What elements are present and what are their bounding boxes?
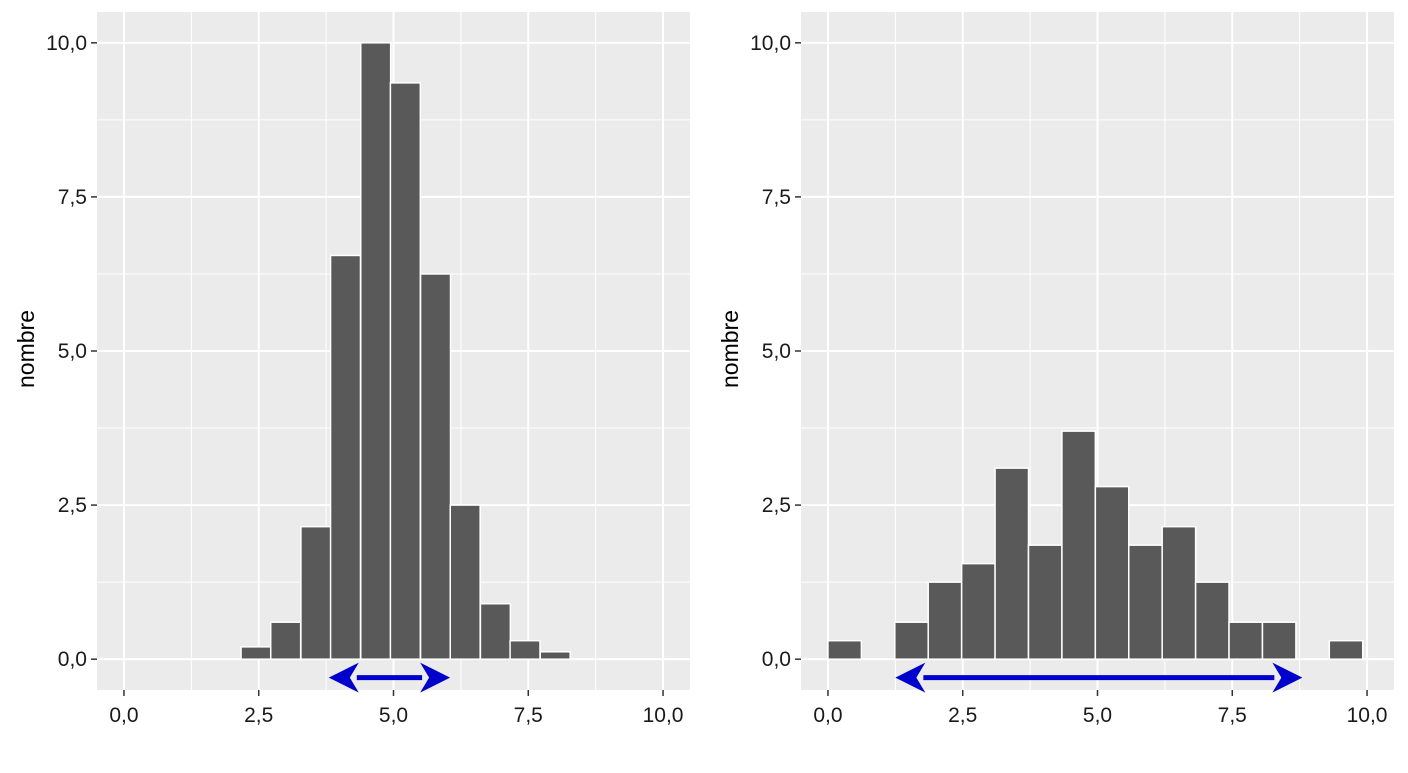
histogram-bar [1161,525,1197,660]
x-tick-label: 7,5 [1218,704,1247,727]
spread-arrow-head-left [895,662,926,693]
histogram-bar [1027,544,1063,660]
histogram-bar [1328,639,1364,660]
y-tick-label: 2,5 [762,494,791,517]
histogram-bar [894,621,929,660]
y-axis-title-right: nombre [717,310,743,388]
spread-arrow-head-right [1272,662,1303,693]
spread-arrow-head-right [420,662,451,693]
histogram-bar [827,639,863,660]
histogram-bar [300,525,332,660]
y-tick-label: 0,0 [58,648,87,671]
y-axis-title-left: nombre [13,310,39,388]
histogram-bar [1261,621,1297,660]
y-tick-label: 5,0 [762,340,791,363]
y-tick-label: 10,0 [46,32,87,55]
histogram-panel-right: nombre 0,0 2,5 5,0 7,5 10,0 0,0 2,5 5,0 7,5 10,0 [717,12,1394,727]
histogram-bar [1228,621,1264,660]
x-tick-label: 5,0 [1083,704,1112,727]
x-tick-label: 10,0 [643,704,684,727]
x-tick-label: 2,5 [244,704,273,727]
y-tick-label: 5,0 [58,340,87,363]
x-tick-label: 0,0 [813,704,842,727]
histogram-bar [1194,581,1230,660]
x-tick-label: 2,5 [948,704,977,727]
histogram-bar [994,467,1030,660]
x-tick-label: 5,0 [379,704,408,727]
y-tick-label: 7,5 [58,186,87,209]
histogram-bar [509,639,541,660]
y-tick-label: 2,5 [58,494,87,517]
histogram-bar [1094,485,1130,660]
spread-arrow-head-left [328,662,359,693]
histogram-bar [329,254,362,660]
histogram-bar [389,82,422,660]
histogram-bar [419,273,452,660]
histogram-bar [360,42,392,660]
y-tick-label: 7,5 [762,186,791,209]
histogram-bar [927,581,963,660]
histogram-bar [539,651,571,660]
x-tick-label: 0,0 [109,704,138,727]
x-tick-label: 7,5 [514,704,543,727]
x-tick-label: 10,0 [1347,704,1388,727]
histogram-bar [240,646,272,660]
histogram-bar [449,504,481,660]
histogram-bar [1128,544,1163,660]
y-tick-label: 0,0 [762,648,791,671]
histogram-bar [1061,430,1097,660]
y-tick-label: 10,0 [750,32,791,55]
histogram-bar [269,621,302,660]
histogram-bar [479,602,512,660]
histogram-bar [960,562,996,660]
histogram-panel-left: nombre 0,0 2,5 5,0 7,5 10,0 0,0 2,5 5,0 7,5 10,0 [13,12,690,727]
